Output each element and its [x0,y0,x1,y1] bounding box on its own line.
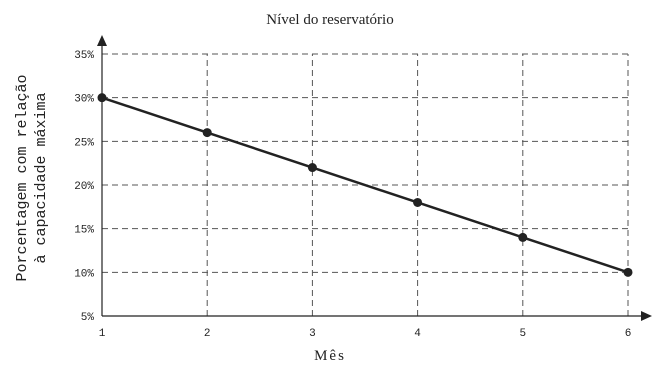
data-point [202,128,212,138]
chart-title: Nível do reservatório [266,12,393,28]
x-tick-label: 3 [309,328,316,340]
y-tick-label: 15% [74,225,94,237]
tick-labels: 5% 10% 15% 20% 25% 30% 35% 1 2 3 4 5 6 [74,50,631,340]
x-tick-label: 1 [99,328,106,340]
y-tick-label: 30% [74,94,94,106]
x-tick-label: 4 [414,328,421,340]
y-tick-label: 10% [74,268,94,280]
y-axis-label-line-2: à capacidade máxima [33,92,50,263]
x-axis-label: Mês [314,348,346,364]
x-tick-label: 5 [519,328,526,340]
series-line [101,96,629,274]
y-tick-label: 20% [74,181,94,193]
y-axis-label-line-1: Porcentagem com relação [14,74,31,281]
x-tick-label: 2 [204,328,211,340]
y-tick-label: 25% [74,137,94,149]
series [97,93,633,277]
data-point [518,232,528,242]
data-point [307,163,317,173]
y-axis-arrow [97,35,107,46]
y-tick-label: 5% [81,312,95,324]
data-point [97,93,107,103]
data-point [413,197,423,207]
y-tick-label: 35% [74,50,94,62]
x-tick-label: 6 [625,328,632,340]
x-axis-arrow [641,311,652,321]
data-point [623,267,633,277]
